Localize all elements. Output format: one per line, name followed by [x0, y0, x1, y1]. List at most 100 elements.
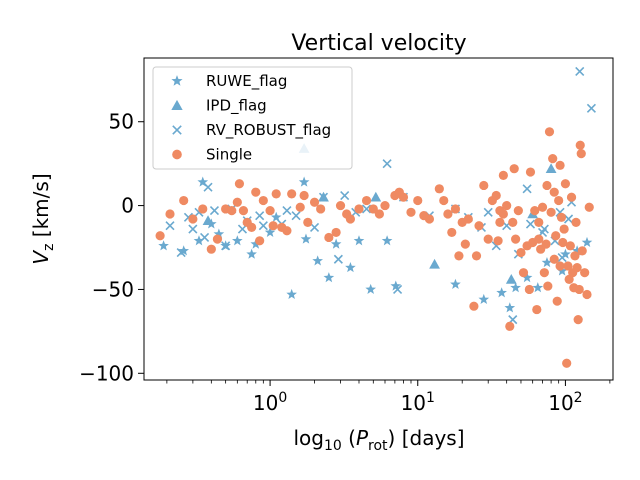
data-point — [463, 214, 473, 224]
data-point — [571, 217, 581, 227]
data-point — [582, 289, 592, 300]
data-point — [202, 215, 214, 225]
data-point — [221, 241, 231, 251]
data-point — [479, 180, 489, 191]
data-point — [345, 262, 356, 273]
data-point — [524, 284, 534, 295]
data-point — [545, 163, 557, 174]
data-point — [255, 211, 265, 221]
x-tick-label: 100 — [253, 390, 287, 415]
data-point — [209, 206, 220, 216]
legend-item-single: Single — [172, 146, 252, 164]
data-point — [232, 235, 243, 246]
data-point — [286, 288, 297, 299]
data-point — [340, 190, 350, 201]
data-point — [232, 197, 242, 207]
data-point — [393, 284, 403, 295]
data-point — [525, 167, 536, 177]
data-point — [198, 204, 208, 214]
data-point — [309, 197, 320, 207]
series-ruwe-flag — [158, 176, 593, 313]
data-point — [556, 212, 567, 222]
data-point — [572, 263, 582, 273]
data-point — [374, 209, 385, 219]
data-point — [380, 200, 390, 211]
data-point — [537, 202, 548, 212]
legend-label: IPD_flag — [206, 97, 267, 116]
data-point — [555, 261, 565, 271]
data-point — [522, 184, 532, 194]
data-point — [532, 304, 542, 315]
data-point — [530, 206, 540, 216]
data-point — [200, 232, 210, 243]
data-point — [234, 179, 245, 189]
data-point — [542, 180, 552, 191]
data-point — [505, 273, 517, 284]
data-point — [534, 234, 544, 244]
data-point — [559, 224, 569, 234]
data-point — [258, 221, 268, 231]
y-axis-title: Vz [km/s] — [29, 173, 57, 264]
data-point — [443, 209, 453, 219]
data-point — [570, 251, 580, 261]
legend-label: RUWE_flag — [206, 72, 287, 91]
data-point — [413, 195, 423, 206]
data-point — [577, 246, 587, 256]
data-point — [176, 247, 186, 258]
data-point — [398, 192, 409, 202]
data-point — [353, 235, 365, 246]
data-point — [544, 127, 555, 137]
data-point — [505, 321, 515, 331]
data-point — [258, 195, 268, 206]
data-point — [316, 204, 326, 214]
data-point — [295, 202, 305, 212]
data-point — [155, 231, 165, 241]
data-point — [584, 202, 594, 212]
data-point — [282, 226, 292, 236]
data-point — [566, 192, 577, 202]
data-point — [429, 258, 440, 269]
data-point — [483, 234, 493, 244]
data-point — [509, 164, 519, 174]
data-points — [155, 66, 596, 368]
data-point — [382, 159, 392, 169]
data-point — [406, 207, 416, 217]
data-point — [390, 280, 402, 291]
legend-marker-circle — [172, 149, 182, 160]
data-point — [539, 224, 549, 234]
legend-item-rv-robust-flag: RV_ROBUST_flag — [172, 121, 331, 140]
data-point — [264, 226, 276, 237]
data-point — [575, 140, 585, 150]
legend-label: Single — [206, 146, 252, 164]
data-point — [439, 195, 449, 206]
data-point — [300, 233, 312, 244]
data-point — [345, 214, 356, 224]
data-point — [555, 160, 565, 170]
data-point — [188, 224, 198, 234]
data-point — [491, 190, 501, 201]
data-point — [575, 66, 585, 76]
data-point — [212, 234, 223, 244]
data-point — [551, 231, 561, 241]
data-point — [251, 187, 261, 197]
y-tick-label: −50 — [92, 277, 134, 301]
data-point — [518, 268, 529, 278]
data-point — [511, 234, 521, 244]
data-point — [330, 238, 342, 249]
data-point — [565, 241, 575, 251]
legend-item-ipd-flag: IPD_flag — [171, 97, 267, 116]
data-point — [179, 195, 189, 206]
data-point — [203, 182, 213, 192]
plot-area-frame — [143, 57, 614, 381]
x-tick-label: 102 — [548, 390, 582, 415]
x-tick-label: 101 — [401, 390, 435, 415]
data-point — [193, 235, 205, 246]
data-point — [496, 287, 507, 298]
legend: RUWE_flag IPD_flag RV_ROBUST_flag Single — [152, 66, 353, 170]
data-point — [502, 200, 512, 211]
data-point — [354, 204, 364, 214]
data-point — [552, 296, 562, 306]
data-point — [312, 255, 323, 266]
data-point — [238, 206, 249, 216]
data-point — [331, 227, 341, 238]
